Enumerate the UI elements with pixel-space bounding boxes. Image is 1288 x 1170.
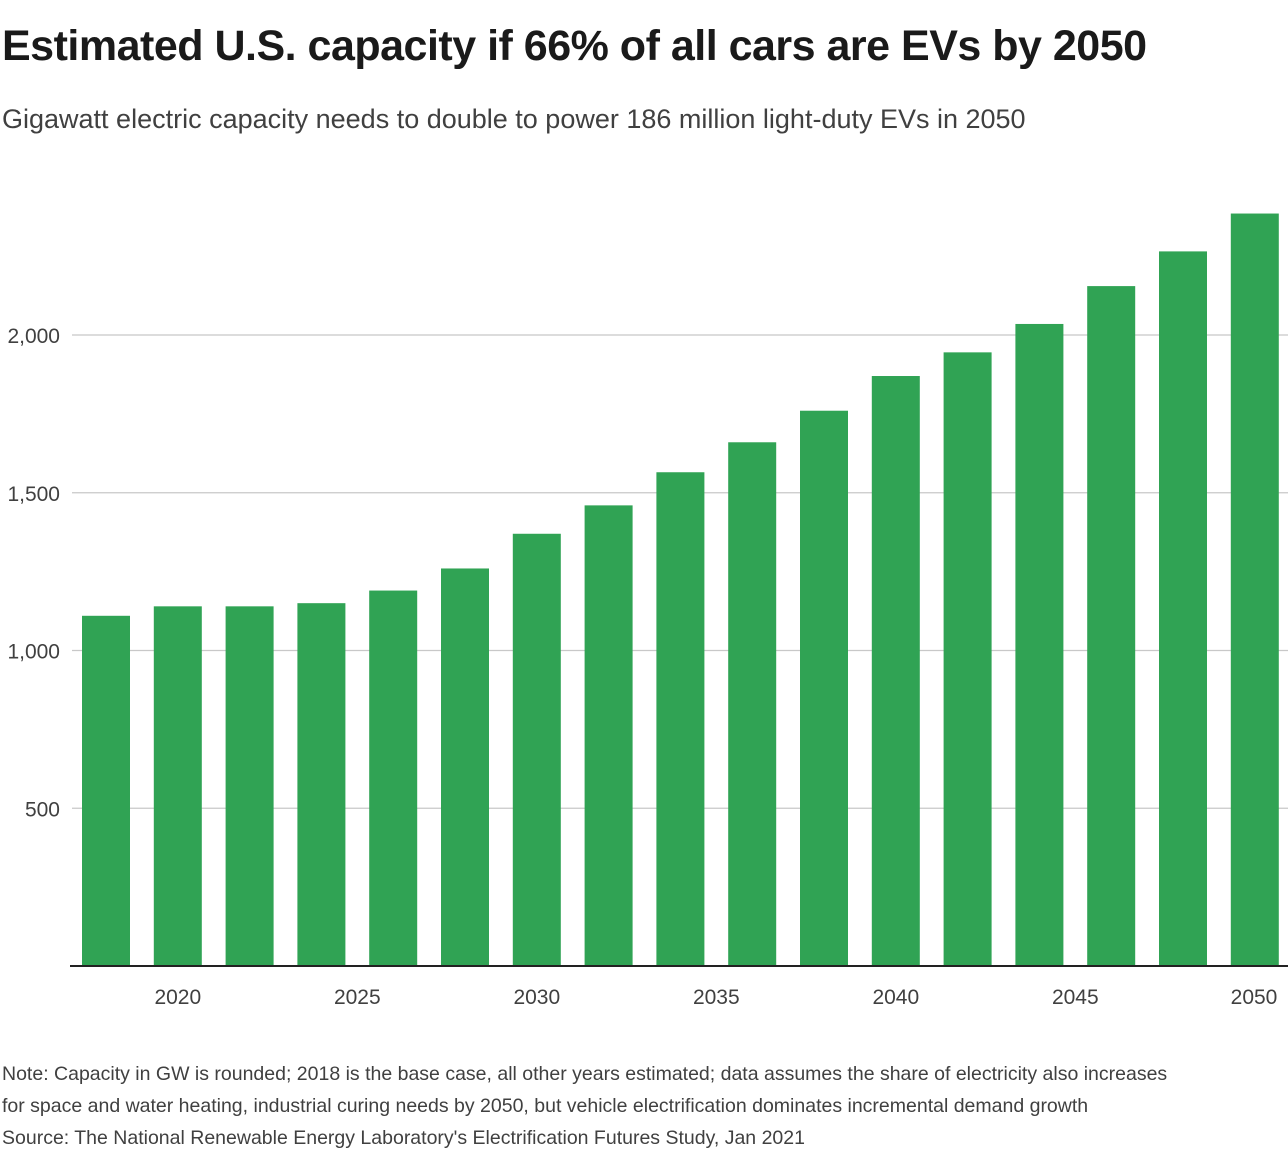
x-tick-label: 2025	[334, 986, 381, 1009]
x-tick-label: 2020	[154, 986, 201, 1009]
source-line: Source: The National Renewable Energy La…	[2, 1127, 805, 1149]
y-tick-label: 1,500	[7, 483, 60, 506]
x-tick-label: 2030	[513, 986, 560, 1009]
chart-subtitle: Gigawatt electric capacity needs to doub…	[2, 104, 1026, 134]
bar-2028	[441, 568, 489, 966]
bar-2020	[153, 606, 202, 966]
bar-2046	[1087, 286, 1136, 966]
bar-2024	[297, 603, 346, 966]
note-line-2: for space and water heating, industrial …	[2, 1095, 1089, 1117]
bar-2034	[656, 472, 705, 966]
y-tick-label: 500	[25, 798, 60, 821]
bar-2044	[1015, 323, 1064, 966]
bar-2042	[943, 352, 992, 966]
bar-2036	[728, 442, 777, 966]
bar-2038	[800, 410, 848, 967]
y-tick-label: 2,000	[7, 325, 60, 348]
x-tick-label: 2045	[1052, 986, 1099, 1009]
bar-2032	[584, 505, 633, 966]
x-tick-label: 2050	[1231, 986, 1278, 1009]
bar-2050	[1230, 213, 1279, 967]
chart-notes: Note: Capacity in GW is rounded; 2018 is…	[2, 1058, 1167, 1154]
x-tick-label: 2040	[872, 986, 919, 1009]
note-line-1: Note: Capacity in GW is rounded; 2018 is…	[2, 1063, 1168, 1085]
bar-2030	[512, 533, 561, 966]
bar-2040	[871, 376, 920, 966]
bar-2018	[82, 615, 130, 966]
bar-2022	[225, 606, 274, 966]
x-tick-label: 2035	[693, 986, 740, 1009]
y-tick-label: 1,000	[7, 641, 60, 664]
bar-2026	[369, 590, 418, 966]
bar-2048	[1159, 251, 1207, 966]
chart-title: Estimated U.S. capacity if 66% of all ca…	[2, 22, 1147, 70]
